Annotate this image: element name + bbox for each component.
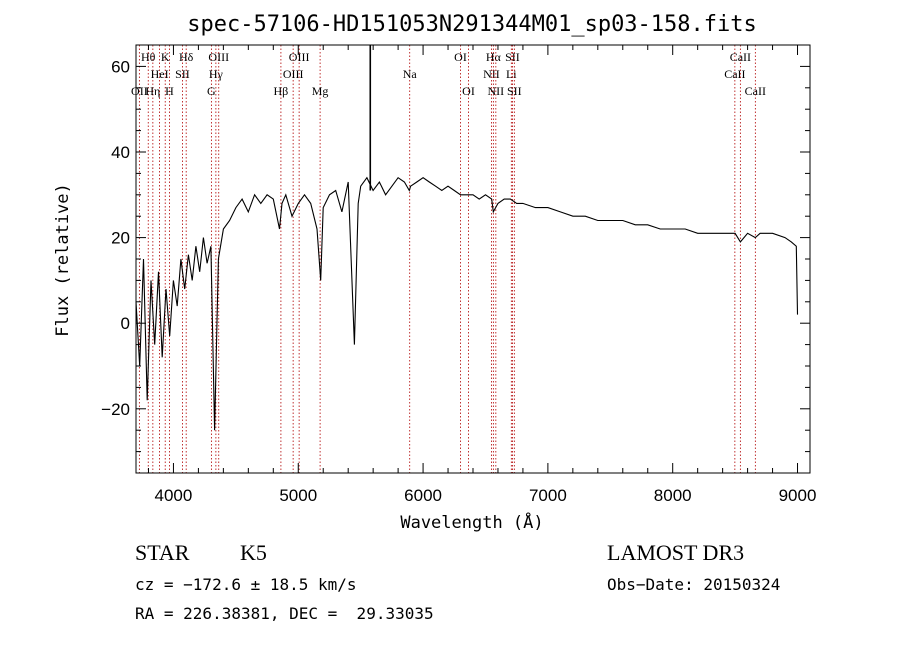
spectral-line-label: OIII — [289, 50, 310, 64]
spectral-line-label: OI — [454, 50, 467, 64]
object-class: STAR — [135, 540, 190, 565]
spectral-line-label: H — [165, 84, 174, 98]
y-tick-label: 0 — [121, 314, 130, 333]
spectral-line-label: Mg — [312, 84, 329, 98]
redshift-velocity: cz = −172.6 ± 18.5 km/s — [135, 575, 357, 594]
axis-ticks: 4000 5000 6000 7000 8000 9000 −20 0 20 40 60 — [101, 45, 816, 505]
spectral-line-label: OIII — [283, 67, 304, 81]
sky-coordinates: RA = 226.38381, DEC = 29.33035 — [135, 604, 434, 623]
spectral-line-label: Hα — [486, 50, 502, 64]
y-tick-label: 60 — [111, 57, 130, 76]
x-tick-label: 8000 — [654, 486, 692, 505]
plot-area — [135, 45, 799, 431]
spectral-line-label: Na — [403, 67, 418, 81]
spectral-line-label: Hθ — [141, 50, 156, 64]
spectral-line-markers: OIIHθHηHeIKHSIIHδGHγOIIIHβOIIIOIIIMgNaOI… — [131, 45, 766, 473]
survey-name: LAMOST DR3 — [607, 540, 745, 565]
spectral-line-label: Hβ — [274, 84, 289, 98]
spectral-line-label: SII — [507, 84, 522, 98]
x-tick-label: 5000 — [279, 486, 317, 505]
x-tick-label: 9000 — [779, 486, 817, 505]
spectral-line-label: CaII — [724, 67, 745, 81]
spectral-line-label: NII — [488, 84, 505, 98]
spectral-line-label: HeI — [151, 67, 169, 81]
x-tick-label: 6000 — [404, 486, 442, 505]
spectral-line-label: CaII — [745, 84, 766, 98]
spectral-line-label: Hγ — [209, 67, 224, 81]
spectral-line-label: NII — [483, 67, 500, 81]
spectral-line-label: OII — [131, 84, 148, 98]
x-axis-label: Wavelength (Å) — [400, 511, 543, 533]
spectral-line-label: OIII — [208, 50, 229, 64]
chart-title: spec-57106-HD151053N291344M01_sp03-158.f… — [187, 12, 757, 37]
spectral-line-label: Hη — [145, 84, 160, 98]
x-tick-label: 4000 — [155, 486, 193, 505]
observation-date: Obs−Date: 20150324 — [607, 575, 781, 594]
x-tick-label: 7000 — [529, 486, 567, 505]
y-tick-label: 20 — [111, 229, 130, 248]
spectrum-line — [135, 176, 799, 431]
spectral-line-label: K — [161, 50, 170, 64]
spectral-line-label: Li — [506, 67, 517, 81]
spectral-line-label: CaII — [730, 50, 751, 64]
spectral-line-label: G — [207, 84, 216, 98]
spectral-line-label: SII — [505, 50, 520, 64]
spectral-line-label: OI — [462, 84, 475, 98]
object-subclass: K5 — [240, 540, 267, 565]
plot-frame — [135, 44, 811, 474]
y-tick-label: −20 — [101, 400, 130, 419]
y-axis-label: Flux (relative) — [53, 183, 73, 337]
spectral-line-label: SII — [175, 67, 190, 81]
y-tick-label: 40 — [111, 143, 130, 162]
spectral-line-label: Hδ — [179, 50, 194, 64]
